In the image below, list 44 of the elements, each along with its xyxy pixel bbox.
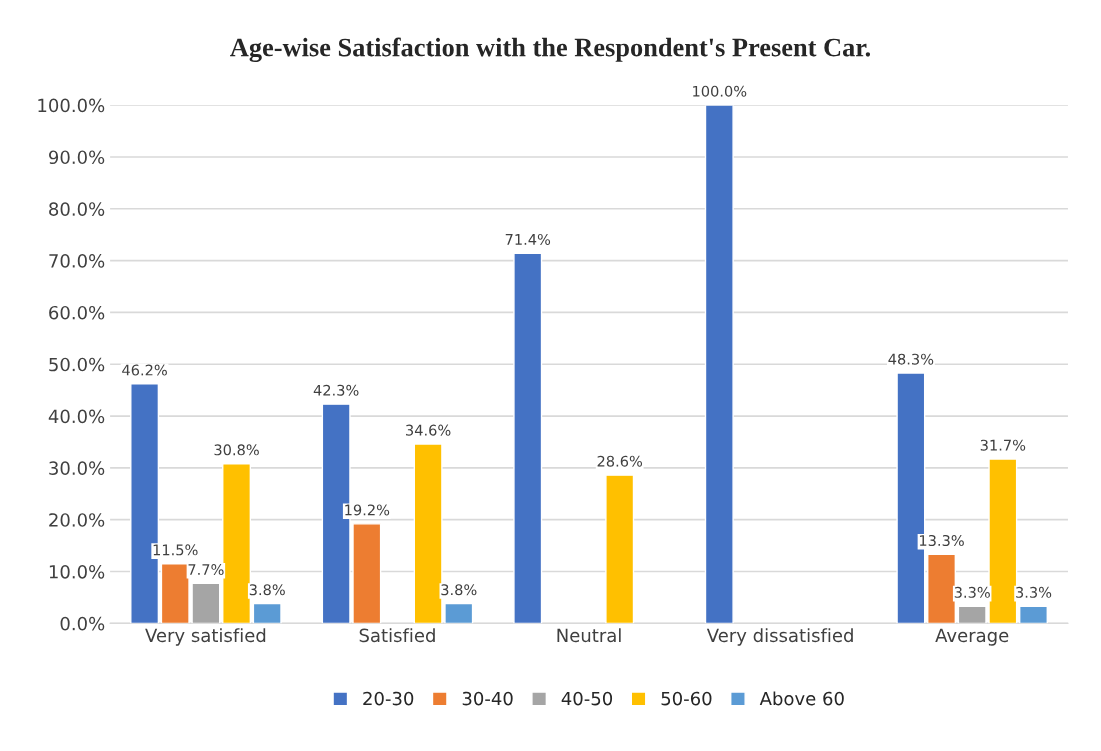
- data-label: 3.8%: [249, 584, 285, 596]
- legend-label: Above 60: [759, 691, 844, 706]
- y-tick-label: 80.0%: [49, 202, 105, 216]
- y-tick-label: 20.0%: [49, 513, 105, 527]
- data-label: 71.4%: [505, 233, 551, 245]
- y-tick-label: 40.0%: [48, 409, 105, 424]
- bar: [1018, 605, 1048, 624]
- y-tick-label: 0.0%: [60, 616, 105, 631]
- y-tick-label: 90.0%: [49, 150, 105, 165]
- data-label: 34.6%: [406, 424, 451, 436]
- legend-label: 50-60: [661, 691, 712, 706]
- bar: [252, 602, 282, 624]
- data-label: 42.3%: [313, 384, 359, 396]
- data-label: 100.0%: [693, 85, 747, 97]
- y-tick-label: 60.0%: [49, 305, 105, 320]
- y-tick-label: 10.0%: [49, 564, 105, 579]
- data-label: 7.7%: [188, 564, 224, 576]
- y-tick-label: 50.0%: [49, 357, 105, 372]
- y-tick-label: 30.0%: [49, 461, 105, 475]
- x-tick-label: Average: [935, 628, 1009, 646]
- chart-title: Age-wise Satisfaction with the Respondent's Present Car.: [230, 37, 871, 62]
- legend-label: 40-50: [561, 691, 613, 706]
- data-label: 31.7%: [980, 439, 1026, 451]
- data-label: 13.3%: [919, 535, 964, 547]
- legend-label: 30-40: [462, 691, 513, 706]
- data-label: 3.3%: [1016, 586, 1052, 598]
- data-label: 46.2%: [122, 364, 167, 376]
- x-tick-label: Satisfied: [359, 628, 435, 643]
- legend-label: 20-30: [363, 691, 414, 706]
- bar: [704, 105, 734, 624]
- data-label: 3.8%: [441, 584, 477, 596]
- data-label: 28.6%: [597, 455, 643, 467]
- data-label: 3.3%: [954, 586, 990, 598]
- y-tick-label: 70.0%: [49, 254, 105, 268]
- x-tick-label: Very satisfied: [145, 628, 266, 646]
- bar: [605, 474, 635, 624]
- x-tick-label: Very dissatisfied: [706, 628, 853, 646]
- x-tick-label: Neutral: [557, 628, 621, 643]
- data-label: 30.8%: [214, 444, 259, 456]
- bar: [513, 252, 543, 624]
- y-tick-label: 100.0%: [38, 98, 105, 113]
- data-label: 11.5%: [153, 544, 198, 556]
- data-label: 48.3%: [888, 353, 934, 365]
- data-label: 19.2%: [345, 504, 390, 516]
